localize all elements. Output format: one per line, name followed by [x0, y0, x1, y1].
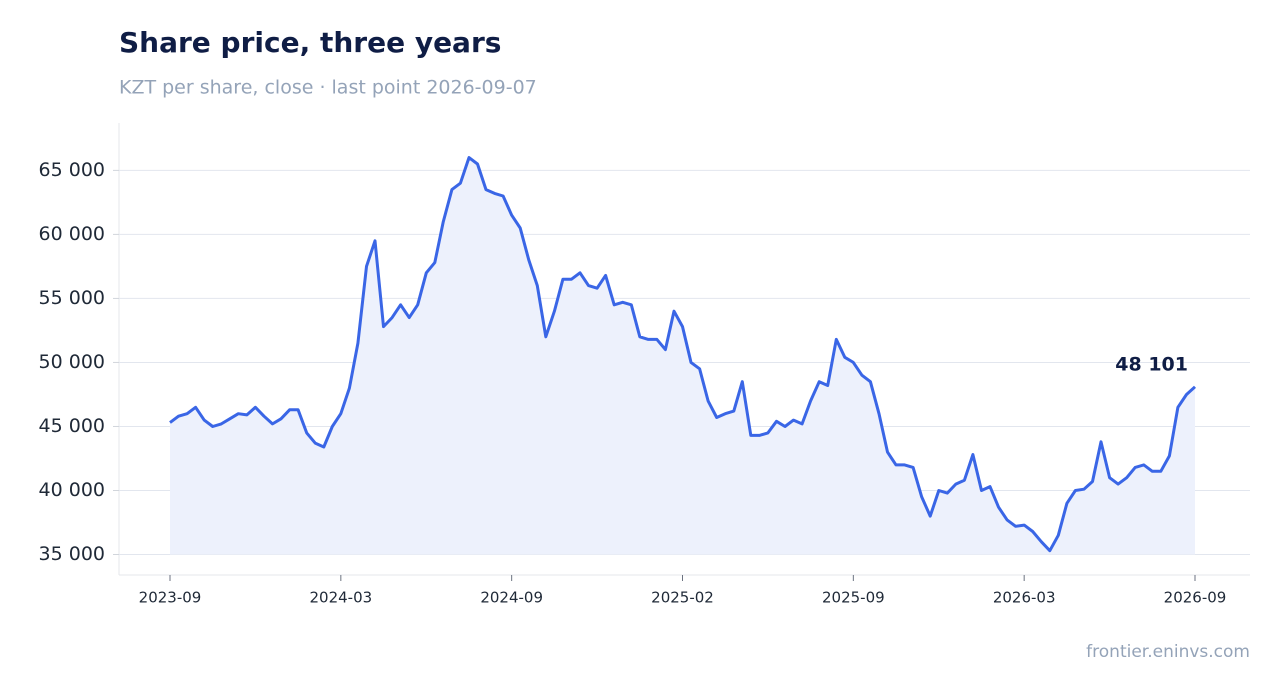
area: [170, 157, 1195, 555]
x-tick-label: 2026-09: [1164, 589, 1227, 607]
x-tick-label: 2025-09: [822, 589, 885, 607]
x-tick-label: 2024-03: [309, 589, 372, 607]
source-note: frontier.eninvs.com: [1086, 642, 1250, 662]
x-tick-label: 2026-03: [993, 589, 1056, 607]
chart-subtitle: KZT per share, close · last point 2026-0…: [119, 77, 537, 99]
line: [169, 156, 1197, 553]
y-tick-label: 40 000: [39, 479, 105, 501]
chart-title: Share price, three years: [119, 26, 501, 59]
y-tick-label: 60 000: [39, 223, 105, 245]
y-tick-label: 35 000: [39, 543, 105, 565]
x-tick-label: 2023-09: [139, 589, 202, 607]
value-label: 48 101: [1115, 353, 1188, 375]
x-tick-label: 2024-09: [480, 589, 543, 607]
y-tick-label: 65 000: [39, 159, 105, 181]
y-tick-label: 50 000: [39, 351, 105, 373]
y-tick-label: 45 000: [39, 415, 105, 437]
x-tick-label: 2025-02: [651, 589, 714, 607]
y-tick-label: 55 000: [39, 287, 105, 309]
